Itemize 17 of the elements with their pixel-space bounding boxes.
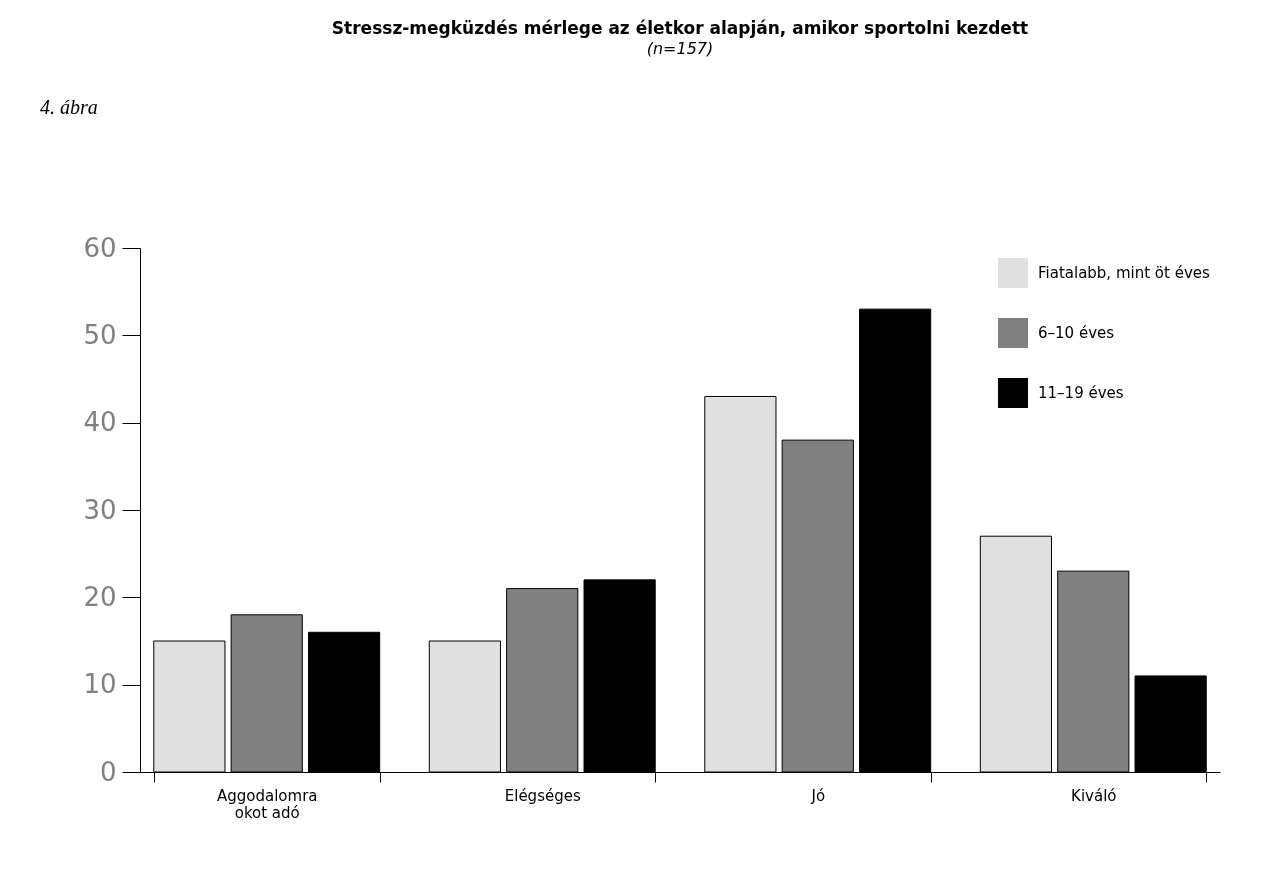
x-tick-label: Elégséges: [504, 786, 581, 805]
text: 4. ábra: [40, 96, 98, 118]
legend-label: Fiatalabb, mint öt éves: [1038, 264, 1210, 282]
y-tick-label: 0: [99, 756, 117, 787]
y-tick-label: 40: [83, 407, 117, 438]
chart-title: Stressz-megküzdés mérlege az életkor alapján, amikor sportolni kezdett: [331, 18, 1029, 38]
chart-subtitle: (n=157): [646, 39, 714, 58]
y-tick-label: 10: [83, 669, 117, 700]
y-tick-label: 60: [83, 232, 117, 263]
legend-label: 6–10 éves: [1038, 324, 1115, 342]
y-tick-label: 20: [83, 581, 117, 612]
x-tick-label: Aggodalomra okot adó: [216, 786, 318, 822]
y-tick-label: 50: [83, 319, 117, 350]
x-tick-label: Kiváló: [1071, 786, 1117, 805]
y-tick-label: 30: [83, 494, 117, 525]
x-tick-label: Jó: [810, 786, 826, 805]
legend-label: 11–19 éves: [1038, 384, 1124, 402]
